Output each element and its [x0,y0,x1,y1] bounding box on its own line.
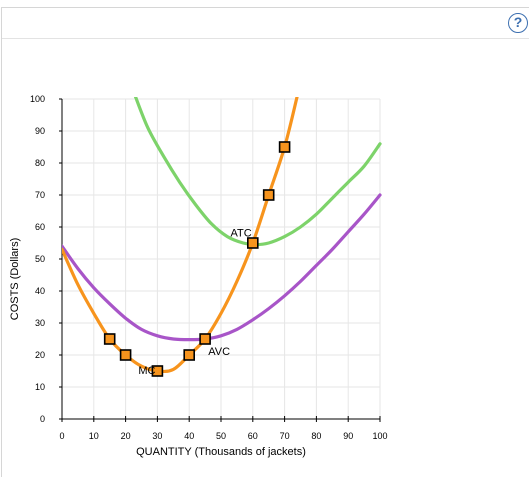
x-tick-label: 100 [372,431,387,441]
data-point-marker [278,141,291,153]
y-tick-label: 50 [35,254,45,264]
panel-topbar [2,8,529,39]
grid [62,98,381,419]
data-point-marker [151,365,164,377]
x-axis-title: QUANTITY (Thousands of jackets) [136,446,306,458]
y-axis-title: COSTS (Dollars) [9,238,21,321]
x-tick-label: 90 [343,431,353,441]
x-tick-label: 50 [216,431,226,441]
series-line-avc [62,193,382,342]
x-tick-label: 20 [121,431,131,441]
axes: 0 10 20 30 40 50 60 70 80 90 100 0 10 20 30 40 50 60 70 80 9… [30,94,388,441]
x-tick-label: 40 [184,431,194,441]
data-point-marker [103,333,116,345]
y-tick-label: 100 [30,94,45,104]
x-tick-label: 10 [89,431,99,441]
data-point-marker [183,349,195,361]
data-point-marker [119,349,132,361]
y-tick-label: 10 [35,382,45,392]
curve-label-avc: AVC [208,346,230,358]
markers [103,141,291,377]
y-tick-label: 80 [35,158,45,168]
y-tick-label: 30 [35,318,45,328]
data-point-marker [199,333,211,345]
y-tick-label: 70 [35,190,45,200]
data-point-marker [262,189,275,201]
series-line-atc [133,97,382,247]
x-tick-label: 60 [248,431,258,441]
y-tick-label: 40 [35,286,45,296]
y-tick-label: 60 [35,222,45,232]
y-tick-label: 0 [40,414,45,424]
labels: MC ATC AVC [138,228,251,378]
curve-label-mc: MC [138,365,155,377]
y-tick-label: 90 [35,126,45,136]
data-point-marker [247,237,259,249]
question-circle-icon[interactable]: ? [508,13,528,33]
curve-label-atc: ATC [231,228,252,240]
y-tick-label: 20 [35,350,45,360]
series-line-mc [62,97,299,374]
x-tick-label: 70 [280,431,290,441]
x-tick-label: 30 [152,431,162,441]
x-tick-label: 80 [311,431,321,441]
question-panel [1,7,529,477]
x-tick-label: 0 [59,431,64,441]
